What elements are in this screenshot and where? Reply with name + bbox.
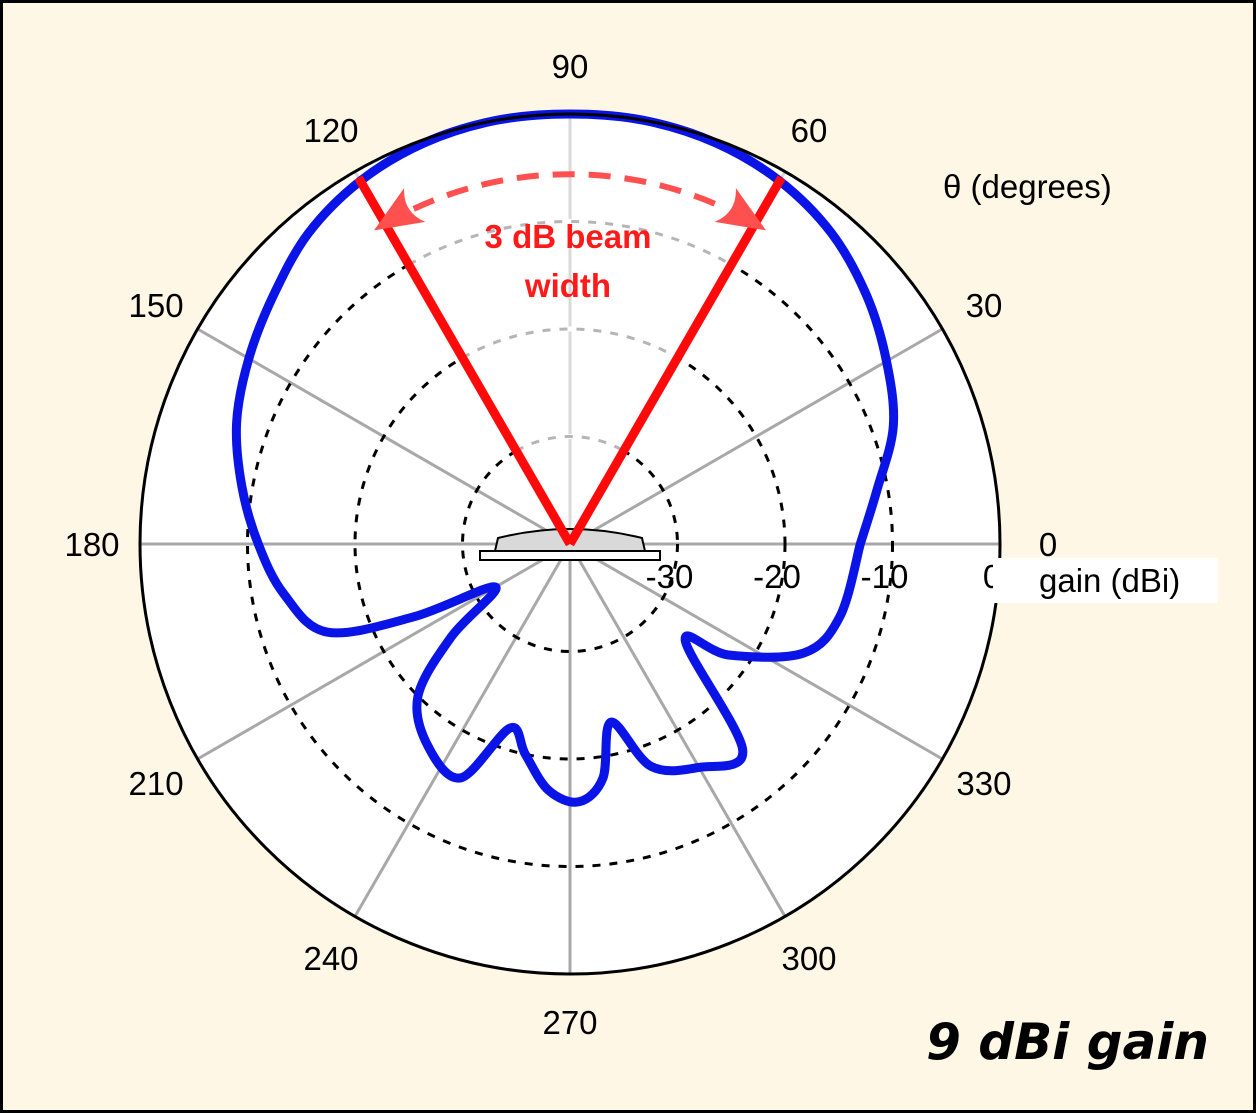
beam-arrowhead-58 (714, 187, 766, 231)
beam-arrowhead-122 (374, 187, 426, 231)
angle-tick-label-150: 150 (129, 287, 184, 324)
beam-arc (412, 171, 728, 212)
angle-tick-label-330: 330 (956, 765, 1011, 802)
gain-title-bg (993, 558, 1218, 603)
angle-tick-label-0: 0 (1039, 526, 1057, 563)
angle-tick-labels: 0 30 60 90 120 150 180 210 240 270 300 330 (64, 48, 1057, 1041)
gain-tick-label--20: -20 (753, 558, 801, 595)
polar-chart: 0 30 60 90 120 150 180 210 240 270 300 330 -30 -20 -1… (64, 48, 1218, 1041)
angle-tick-label-30: 30 (966, 287, 1003, 324)
beam-width-label-line1: 3 dB beam (485, 218, 652, 255)
angle-tick-label-60: 60 (791, 112, 828, 149)
gain-ring--30 (461, 435, 679, 653)
ground-plane (479, 550, 661, 561)
angle-gridline-240 (353, 543, 572, 918)
beam-width-label-line2: width (524, 267, 611, 304)
gain-tick-label--30: -30 (646, 558, 694, 595)
angle-axis-title: θ (degrees) (943, 168, 1112, 205)
gain-gridlines (246, 219, 894, 868)
angle-gridline-30 (569, 327, 944, 546)
beam-edge-120 (354, 175, 574, 547)
beam-edge-60 (566, 175, 786, 547)
gain-pattern (231, 109, 899, 807)
angle-tick-label-300: 300 (781, 940, 836, 977)
gain-ring-sector--30 (515, 435, 625, 453)
angle-tick-label-180: 180 (64, 526, 119, 563)
angle-tick-label-210: 210 (129, 765, 184, 802)
angle-tick-label-270: 270 (542, 1004, 597, 1041)
outer-ring (138, 112, 1002, 976)
angle-gridline-330 (569, 542, 944, 761)
gain-ring-sector--10 (408, 220, 732, 267)
gain-curve-0 (231, 109, 899, 807)
gain-axis-title: gain (dBi) (1039, 562, 1180, 599)
gain-ring--20 (353, 327, 787, 761)
angle-tick-label-120: 120 (303, 112, 358, 149)
gain-ring-mask--20 (461, 326, 679, 360)
gain-caption: 9 dBi gain (926, 1013, 1209, 1071)
angle-tick-label-90: 90 (552, 48, 589, 85)
angle-tick-label-240: 240 (303, 940, 358, 977)
beam-width-annotation (354, 171, 786, 547)
gain-tick-label--10: -10 (861, 558, 909, 595)
